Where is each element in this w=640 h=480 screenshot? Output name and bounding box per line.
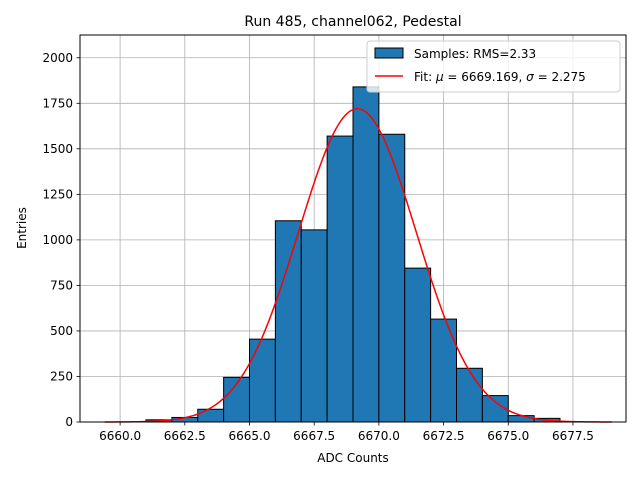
x-tick-label: 6667.5 [293,429,335,443]
y-tick-label: 1000 [42,233,73,247]
legend-fit-mu-symbol: μ [435,70,444,84]
legend-bars-swatch [374,47,404,59]
legend-fit-sigma-symbol: σ [526,70,534,84]
histogram-bar [507,415,535,423]
y-axis-label: Entries [15,207,29,249]
x-tick-label: 6665.0 [228,429,270,443]
legend-fit-sigma-value: = 2.275 [534,70,586,84]
histogram-bar [248,338,276,423]
histogram-bar [352,86,380,423]
x-axis-label: ADC Counts [317,451,389,465]
y-tick-label: 1500 [42,142,73,156]
histogram-bar [430,318,458,423]
y-tick-label: 250 [50,369,73,383]
legend-fit-label: Fit: μ = 6669.169, σ = 2.275 [414,70,586,84]
x-tick-label: 6662.5 [164,429,206,443]
chart-title: Run 485, channel062, Pedestal [244,14,461,30]
histogram-bar [456,367,483,423]
fit-curve-group [104,108,612,423]
y-tick-label: 0 [65,415,73,429]
y-tick-label: 750 [50,278,73,292]
y-tick-label: 1250 [42,187,73,201]
legend-fit-prefix: Fit: [414,70,436,84]
x-axis-ticks: 6660.0 6662.5 6665.0 6667.5 6670.0 6672.5 6675… [99,422,594,443]
histogram-bar [197,408,225,423]
x-tick-label: 6670.0 [358,429,400,443]
y-tick-label: 1750 [42,96,73,110]
y-axis-ticks: 0 250 500 750 1000 1250 1500 1750 2000 [42,51,80,429]
x-tick-label: 6672.5 [423,429,465,443]
histogram-bar [326,135,354,423]
legend-box [366,40,621,93]
plot-frame [79,34,627,423]
x-tick-label: 6677.5 [552,429,594,443]
legend-bars-label: Samples: RMS=2.33 [414,47,536,61]
legend-fit-mu-value: = 6669.169, [444,70,527,84]
fit-curve [104,108,612,423]
histogram-bar [404,267,432,423]
y-tick-label: 2000 [42,51,73,65]
histogram-bar [300,229,328,423]
y-tick-label: 500 [50,324,73,338]
x-tick-label: 6660.0 [99,429,141,443]
histogram-bar [378,133,406,423]
histogram-bar [274,220,302,423]
legend: Samples: RMS=2.33 Fit: μ = 6669.169, σ =… [366,40,621,93]
histogram-bar [481,395,509,423]
x-tick-label: 6675.0 [487,429,529,443]
